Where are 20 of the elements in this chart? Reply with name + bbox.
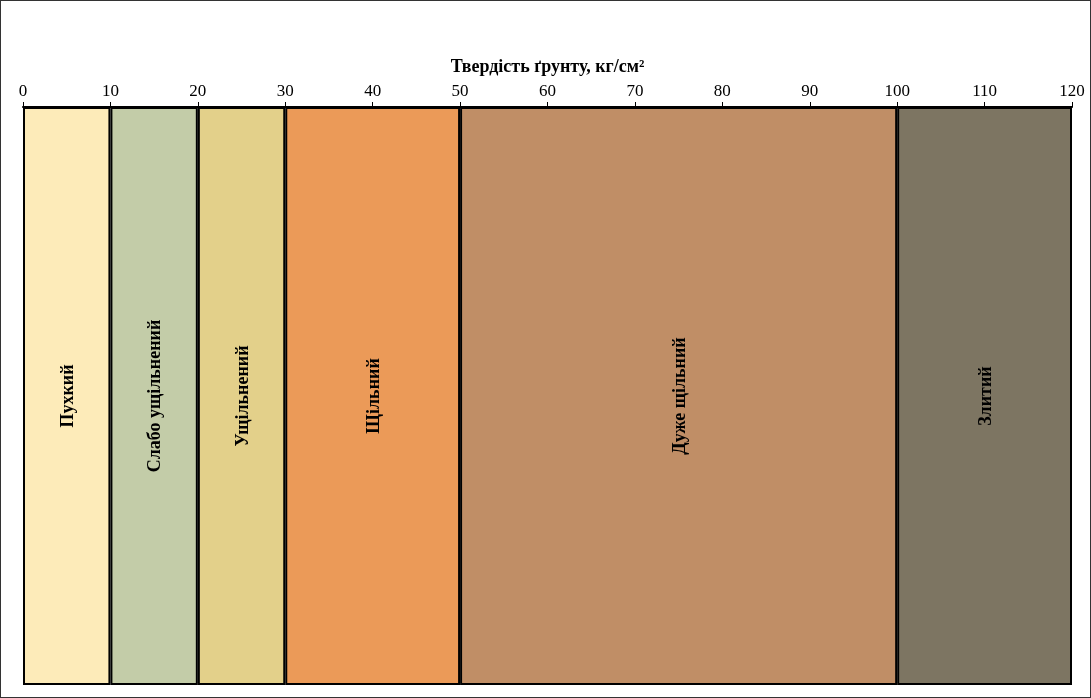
x-tick-label: 30	[276, 81, 294, 100]
x-tick-label: 50	[451, 81, 469, 100]
series-label: Пухкий	[56, 364, 77, 428]
x-tick-label: 80	[713, 81, 731, 100]
x-tick-label: 10	[101, 81, 119, 100]
x-tick-label: 110	[972, 81, 998, 100]
x-tick-label: 40	[364, 81, 382, 100]
x-tick-label: 60	[539, 81, 556, 100]
x-tick-label: 90	[801, 81, 819, 100]
x-tick-label: 120	[1059, 81, 1085, 100]
series-label: Дуже щільний	[668, 337, 689, 455]
x-tick-label: 0	[18, 81, 28, 100]
x-tick-label: 20	[189, 81, 207, 100]
series-label: Злитий	[974, 366, 995, 426]
x-tick-label: 100	[884, 81, 910, 100]
series-label: Слабо ущільнений	[144, 319, 165, 473]
x-axis-title: Твердість ґрунту, кг/см²	[450, 56, 645, 76]
series-label: Щільний	[362, 358, 383, 434]
series-label: Ущільнений	[231, 345, 252, 447]
x-tick-label: 70	[626, 81, 644, 100]
